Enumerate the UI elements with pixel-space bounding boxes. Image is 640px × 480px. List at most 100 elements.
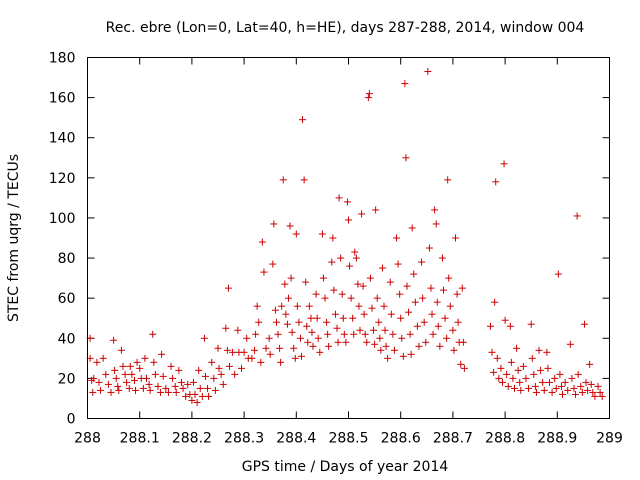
data-point xyxy=(292,230,300,238)
data-point xyxy=(95,378,103,386)
data-point xyxy=(219,380,227,388)
data-point xyxy=(517,386,525,394)
data-point xyxy=(130,376,138,384)
data-point xyxy=(196,384,204,392)
data-point xyxy=(303,322,311,330)
data-point xyxy=(117,346,125,354)
data-point xyxy=(449,326,457,334)
data-point xyxy=(266,350,274,358)
data-point xyxy=(528,354,536,362)
data-point xyxy=(535,346,543,354)
data-point xyxy=(260,268,268,276)
data-point xyxy=(556,370,564,378)
data-point xyxy=(573,212,581,220)
data-point xyxy=(370,326,378,334)
data-point xyxy=(398,334,406,342)
data-point xyxy=(214,344,222,352)
data-point xyxy=(561,378,569,386)
data-point xyxy=(102,370,110,378)
data-point xyxy=(198,392,206,400)
data-point xyxy=(299,116,307,124)
data-point xyxy=(376,334,384,342)
data-point xyxy=(408,224,416,232)
data-point xyxy=(490,368,498,376)
data-point xyxy=(210,374,218,382)
data-point xyxy=(284,294,292,302)
data-point xyxy=(93,358,101,366)
data-point xyxy=(333,324,341,332)
data-point xyxy=(177,378,185,386)
data-point xyxy=(319,274,327,282)
y-tick-label: 180 xyxy=(49,51,76,67)
data-point xyxy=(582,378,590,386)
data-point xyxy=(429,330,437,338)
data-point xyxy=(454,318,462,326)
data-point xyxy=(537,366,545,374)
y-tick-label: 0 xyxy=(67,412,76,428)
x-tick-label: 288.4 xyxy=(276,431,316,447)
data-point xyxy=(355,302,363,310)
data-point xyxy=(145,380,153,388)
data-point xyxy=(338,290,346,298)
data-point xyxy=(347,294,355,302)
data-point xyxy=(381,326,389,334)
data-point xyxy=(366,274,374,282)
data-point xyxy=(300,176,308,184)
data-point xyxy=(114,382,122,390)
data-point xyxy=(380,302,388,310)
data-point xyxy=(354,280,362,288)
data-point xyxy=(142,374,150,382)
data-point xyxy=(331,310,339,318)
data-point xyxy=(415,342,423,350)
data-point xyxy=(277,358,285,366)
data-point xyxy=(162,384,170,392)
y-tick-label: 120 xyxy=(49,171,76,187)
data-point xyxy=(318,230,326,238)
data-point xyxy=(307,314,315,322)
x-tick-label: 288.6 xyxy=(381,431,421,447)
data-point xyxy=(431,206,439,214)
data-point xyxy=(167,362,175,370)
data-point xyxy=(334,338,342,346)
data-point xyxy=(441,314,449,322)
data-point xyxy=(184,380,192,388)
data-point xyxy=(316,348,324,356)
data-point xyxy=(401,80,409,88)
data-point xyxy=(193,398,201,406)
data-point xyxy=(231,370,239,378)
data-point xyxy=(205,392,213,400)
data-point xyxy=(458,284,466,292)
data-point xyxy=(282,310,290,318)
data-point xyxy=(500,160,508,168)
data-point xyxy=(312,290,320,298)
data-point xyxy=(554,270,562,278)
data-point xyxy=(279,176,287,184)
data-point xyxy=(444,176,452,184)
data-point xyxy=(234,326,242,334)
data-point xyxy=(492,178,500,186)
y-axis-label: STEC from uqrg / TECUs xyxy=(6,154,22,322)
data-point xyxy=(513,344,521,352)
x-tick-label: 288.7 xyxy=(433,431,473,447)
data-point xyxy=(543,348,551,356)
data-point xyxy=(164,388,172,396)
data-point xyxy=(530,370,538,378)
data-point xyxy=(407,350,415,358)
data-point xyxy=(295,318,303,326)
x-axis-label: GPS time / Days of year 2014 xyxy=(242,459,449,475)
data-point xyxy=(394,260,402,268)
data-point xyxy=(365,90,373,98)
data-point xyxy=(121,370,129,378)
data-point xyxy=(224,284,232,292)
data-point xyxy=(111,366,119,374)
data-point xyxy=(545,378,553,386)
data-point xyxy=(278,302,286,310)
data-point xyxy=(269,260,277,268)
data-point xyxy=(497,364,505,372)
data-point xyxy=(386,278,394,286)
data-point xyxy=(204,384,212,392)
data-point xyxy=(274,330,282,338)
data-point xyxy=(179,384,187,392)
data-point xyxy=(406,330,414,338)
data-point xyxy=(313,314,321,322)
